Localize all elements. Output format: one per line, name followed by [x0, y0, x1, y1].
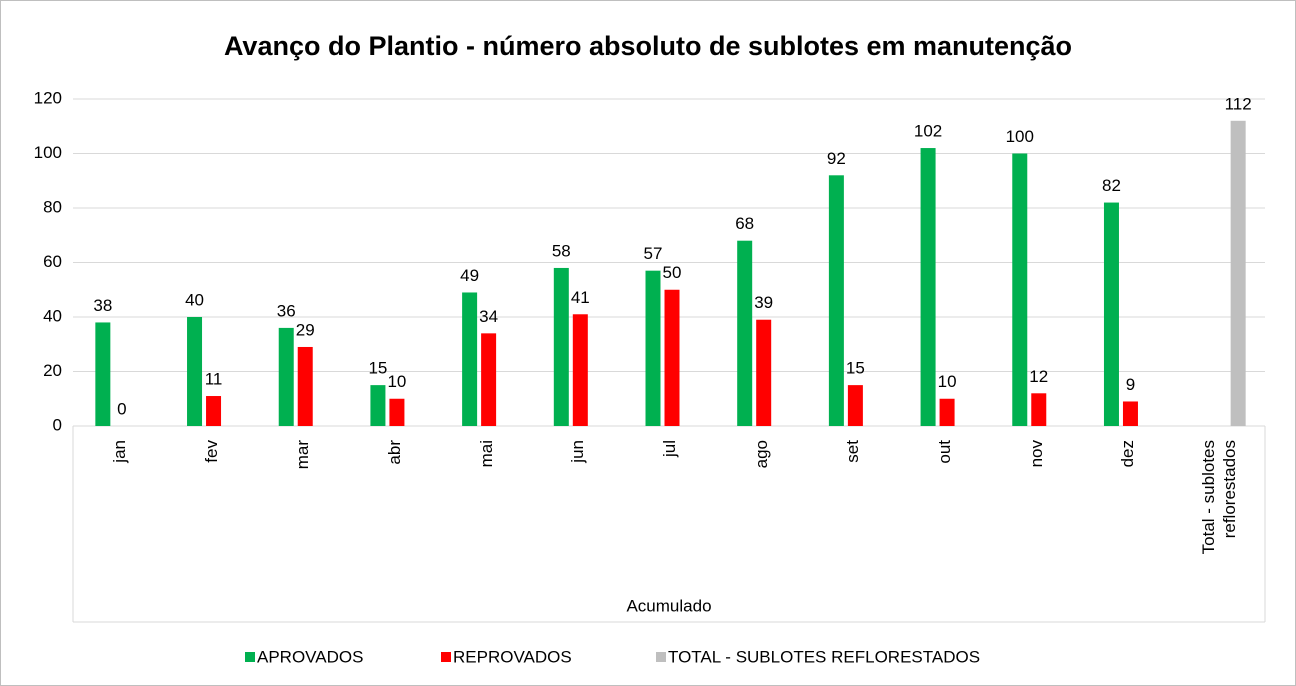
data-label: 112 — [1225, 94, 1252, 113]
bar — [1031, 393, 1047, 426]
x-tick-label: Total - sublotes reflorestados — [1199, 440, 1240, 555]
bar — [920, 148, 936, 427]
x-tick-label: out — [934, 440, 954, 464]
data-label: 50 — [663, 263, 682, 282]
x-tick-label: fev — [201, 440, 221, 463]
y-tick-label: 40 — [43, 306, 62, 325]
legend-label: TOTAL - SUBLOTES REFLORESTADOS — [668, 647, 980, 666]
legend-swatch — [441, 652, 451, 662]
legend-label: REPROVADOS — [453, 647, 572, 666]
data-label: 9 — [1126, 375, 1135, 394]
x-tick-label: jun — [567, 440, 587, 463]
data-label: 34 — [479, 307, 498, 326]
x-tick-label: set — [842, 440, 862, 463]
x-axis-label: Acumulado — [626, 596, 711, 615]
bar — [1122, 401, 1138, 426]
x-tick-label: mar — [292, 440, 312, 470]
bar — [828, 175, 844, 426]
x-tick-label: dez — [1117, 440, 1137, 468]
data-label: 58 — [552, 241, 571, 260]
data-label: 68 — [735, 214, 754, 233]
bar — [95, 322, 111, 426]
data-label: 102 — [914, 122, 942, 141]
bar — [939, 398, 955, 426]
bar — [664, 289, 680, 426]
bar — [572, 314, 588, 426]
data-label: 11 — [205, 370, 223, 389]
data-label: 10 — [387, 372, 406, 391]
y-tick-label: 100 — [34, 143, 62, 162]
x-tick-label: jul — [659, 440, 679, 458]
y-tick-label: 80 — [43, 197, 62, 216]
data-label: 36 — [277, 301, 296, 320]
x-tick-label: nov — [1026, 440, 1046, 468]
bar — [645, 270, 661, 426]
data-label: 49 — [460, 266, 479, 285]
data-label: 92 — [827, 149, 846, 168]
bar — [297, 346, 313, 426]
bar — [206, 396, 222, 426]
data-label: 40 — [185, 290, 204, 309]
data-label: 10 — [938, 372, 957, 391]
data-label: 41 — [571, 288, 590, 307]
data-label: 38 — [93, 296, 112, 315]
bar — [370, 385, 386, 426]
data-label: 82 — [1102, 176, 1121, 195]
bar — [553, 267, 569, 426]
bar — [389, 398, 405, 426]
legend-swatch — [245, 652, 255, 662]
data-label: 0 — [117, 399, 126, 418]
bar — [481, 333, 497, 426]
x-tick-label: ago — [751, 440, 771, 469]
bar — [1230, 120, 1246, 427]
x-tick-label: mai — [476, 440, 496, 468]
x-tick-label: abr — [384, 440, 404, 465]
bar — [847, 385, 863, 426]
bar — [187, 317, 203, 426]
bar — [737, 240, 753, 426]
data-label: 15 — [846, 359, 865, 378]
data-label: 29 — [296, 320, 315, 339]
x-tick-label: jan — [109, 440, 129, 463]
y-tick-label: 20 — [43, 361, 62, 380]
y-tick-label: 60 — [43, 252, 62, 271]
data-label: 12 — [1029, 367, 1048, 386]
bar — [462, 292, 478, 426]
data-label: 100 — [1006, 127, 1034, 146]
bar — [756, 319, 772, 426]
data-label: 39 — [754, 293, 773, 312]
legend-swatch — [656, 652, 666, 662]
data-label: 15 — [368, 359, 387, 378]
bar — [1012, 153, 1028, 426]
y-tick-label: 0 — [53, 415, 62, 434]
y-tick-label: 120 — [34, 88, 62, 107]
bar — [278, 327, 294, 426]
legend-label: APROVADOS — [257, 647, 363, 666]
data-label: 57 — [644, 244, 663, 263]
bar — [1103, 202, 1119, 426]
chart-title: Avanço do Plantio - número absoluto de s… — [224, 31, 1072, 61]
